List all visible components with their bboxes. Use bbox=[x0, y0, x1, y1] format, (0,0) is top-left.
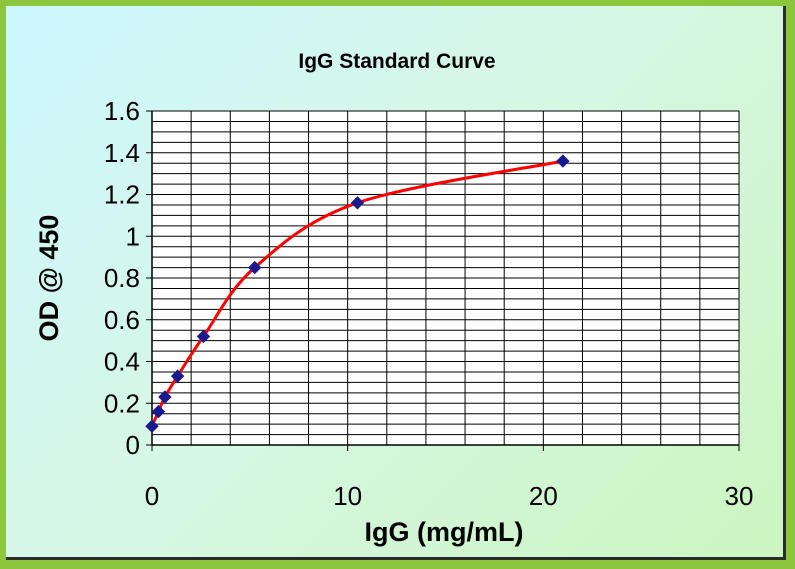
data-series bbox=[145, 154, 570, 433]
y-tick-label: 0 bbox=[126, 430, 140, 460]
data-point bbox=[556, 154, 570, 168]
y-tick-label: 1.2 bbox=[104, 180, 140, 210]
data-point bbox=[151, 404, 166, 419]
data-point bbox=[145, 419, 159, 433]
y-tick-label: 0.6 bbox=[104, 305, 140, 335]
x-tick-labels: 0 10 20 30 bbox=[145, 481, 754, 511]
y-tick-label: 1.6 bbox=[104, 96, 140, 126]
y-tick-label: 1 bbox=[126, 221, 140, 251]
data-point bbox=[350, 196, 365, 210]
y-tick-label: 0.4 bbox=[104, 347, 140, 377]
x-tick-label: 30 bbox=[725, 481, 754, 511]
x-tick-label: 0 bbox=[145, 481, 159, 511]
data-point bbox=[248, 260, 262, 275]
y-axis-label: OD @ 450 bbox=[34, 215, 64, 342]
data-point bbox=[196, 329, 211, 344]
y-tick-labels: 0 0.2 0.4 0.6 0.8 1 1.2 1.4 1.6 bbox=[104, 96, 140, 460]
chart-title: IgG Standard Curve bbox=[298, 50, 495, 73]
data-point bbox=[158, 390, 172, 404]
axes bbox=[146, 110, 740, 451]
y-tick-label: 1.4 bbox=[104, 138, 140, 168]
grid-lines bbox=[152, 111, 739, 445]
data-point bbox=[170, 369, 185, 383]
x-axis-label: IgG (mg/mL) bbox=[365, 517, 524, 547]
y-tick-label: 0.2 bbox=[104, 388, 140, 418]
y-tick-label: 0.8 bbox=[104, 263, 140, 293]
x-tick-label: 20 bbox=[529, 481, 558, 511]
x-tick-label: 10 bbox=[333, 481, 362, 511]
